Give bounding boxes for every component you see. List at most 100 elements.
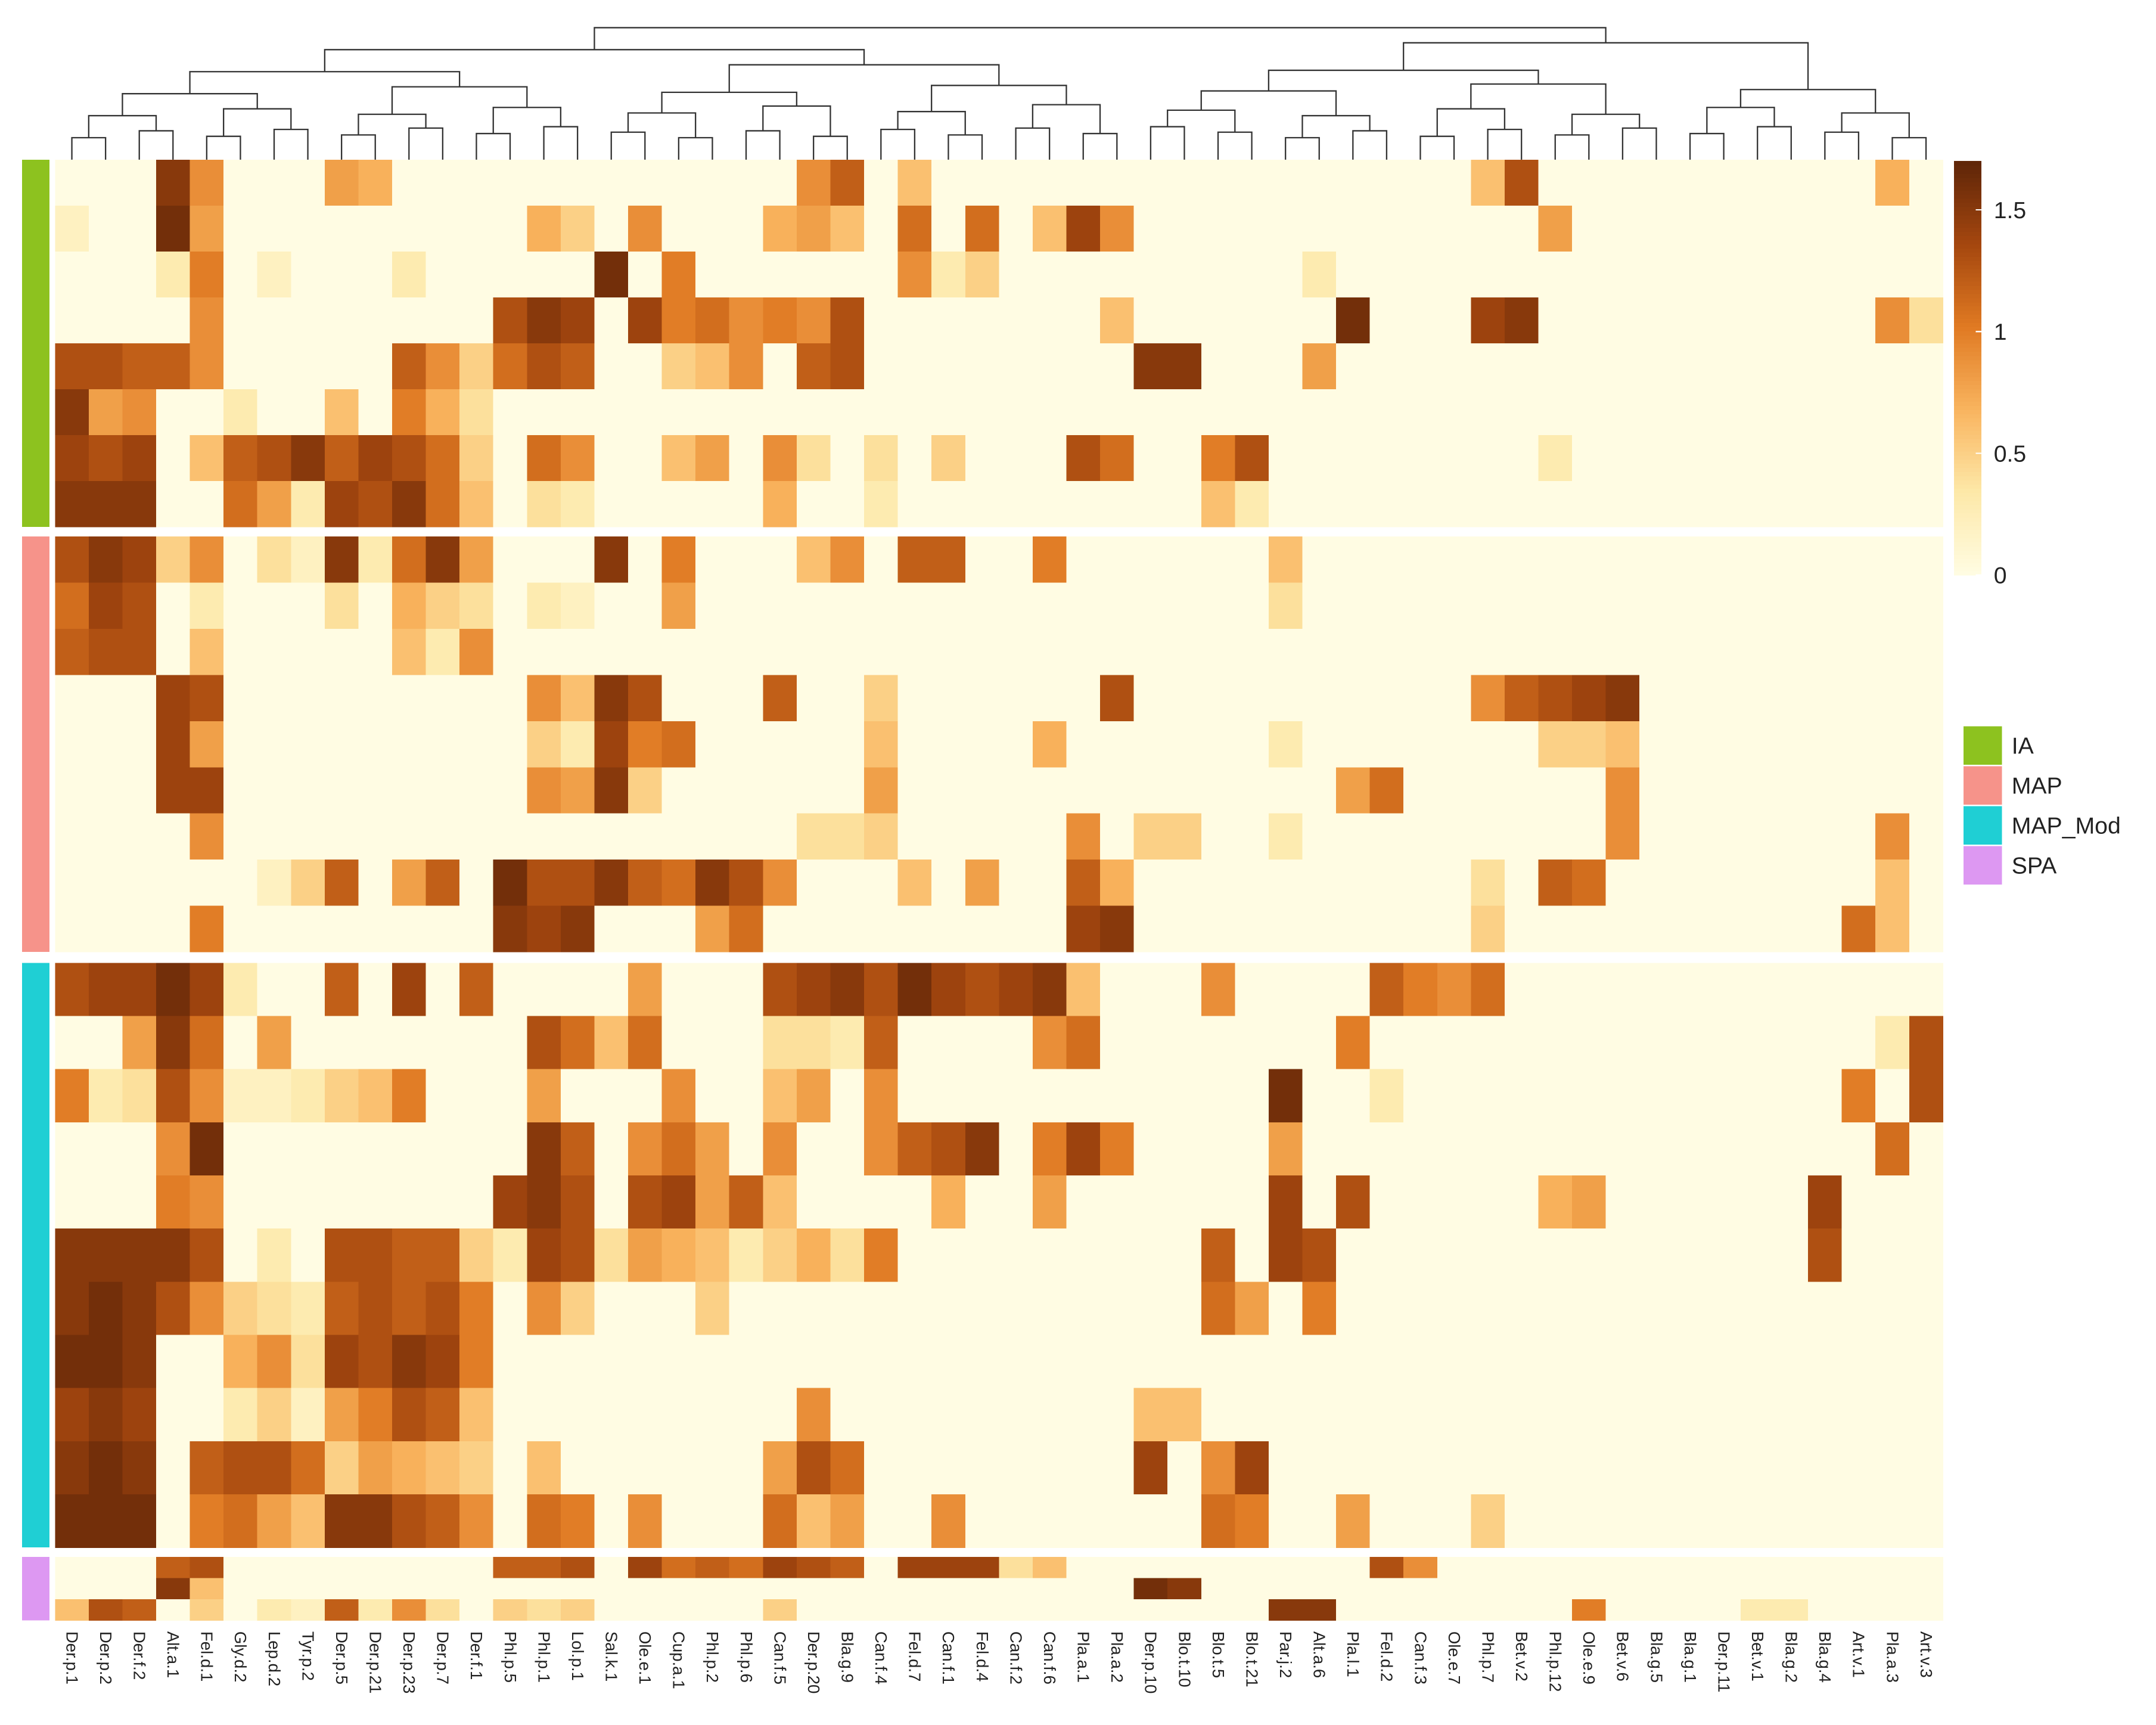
heat-cell	[425, 297, 460, 344]
heat-cell	[695, 1016, 730, 1070]
heat-cell	[931, 1228, 966, 1283]
heat-cell	[1605, 1016, 1640, 1070]
heat-cell	[1066, 1557, 1101, 1579]
heat-cell	[897, 1494, 932, 1548]
heat-cell	[291, 480, 325, 528]
heat-cell	[1841, 721, 1876, 768]
heat-cell	[291, 1388, 325, 1442]
dendrogram-branch	[931, 85, 1067, 112]
heat-cell	[1032, 721, 1067, 768]
heat-cell	[695, 860, 730, 907]
heat-cell	[88, 1122, 123, 1176]
heat-cell	[1808, 205, 1843, 252]
heat-cell	[1639, 435, 1674, 482]
heat-cell	[223, 1599, 258, 1621]
heat-cell	[1066, 860, 1101, 907]
heat-cell	[1167, 721, 1202, 768]
heat-cell	[1909, 582, 1944, 629]
heat-cell	[999, 1282, 1033, 1336]
heat-cell	[392, 1494, 427, 1548]
heat-cell	[1066, 1599, 1101, 1621]
heat-cell	[1605, 813, 1640, 860]
heat-cell	[1673, 582, 1708, 629]
colorbar-slice	[1953, 169, 1981, 174]
column-label: Bla.g.1	[1681, 1631, 1700, 1683]
heat-cell	[527, 297, 561, 344]
colorbar-slice	[1953, 161, 1981, 166]
heat-cell	[425, 205, 460, 252]
heat-cell	[1707, 1069, 1741, 1123]
heat-cell	[864, 1494, 899, 1548]
heat-cell	[594, 159, 629, 206]
heat-cell	[1774, 1175, 1809, 1229]
heat-cell	[1403, 905, 1438, 953]
heat-cell	[257, 1388, 291, 1442]
heat-cell	[324, 1578, 359, 1600]
heat-cell	[1841, 628, 1876, 676]
heat-cell	[291, 721, 325, 768]
heat-cell	[1841, 1441, 1876, 1495]
heat-cell	[1605, 721, 1640, 768]
heat-cell	[1639, 582, 1674, 629]
heat-cell	[358, 963, 393, 1017]
heat-cell	[1268, 435, 1303, 482]
column-label: Lep.d.2	[265, 1631, 284, 1686]
heat-cell	[1639, 813, 1674, 860]
heat-cell	[55, 251, 89, 298]
heat-cell	[594, 343, 629, 390]
heat-cell	[324, 721, 359, 768]
heat-cell	[1504, 628, 1539, 676]
heat-cell	[1066, 536, 1101, 584]
heat-cell	[257, 860, 291, 907]
heat-cell	[1707, 860, 1741, 907]
heat-cell	[1875, 343, 1910, 390]
heat-cell	[931, 536, 966, 584]
heat-cell	[830, 628, 865, 676]
heat-cell	[1841, 675, 1876, 722]
heat-cell	[1235, 860, 1269, 907]
heat-cell	[1201, 675, 1236, 722]
heat-cell	[661, 1175, 696, 1229]
heat-cell	[999, 767, 1033, 814]
heat-cell	[1639, 205, 1674, 252]
heat-cell	[156, 813, 191, 860]
heat-cell	[661, 1599, 696, 1621]
heat-cell	[1133, 963, 1168, 1017]
heat-cell	[122, 582, 157, 629]
colorbar-slice	[1953, 318, 1981, 324]
heat-cell	[729, 1016, 764, 1070]
heat-cell	[1369, 435, 1404, 482]
heat-cell	[493, 1494, 528, 1548]
heat-cell	[661, 1388, 696, 1442]
heat-cell	[594, 813, 629, 860]
heat-cell	[1167, 297, 1202, 344]
heat-cell	[1673, 1578, 1708, 1600]
heat-cell	[156, 1599, 191, 1621]
heat-cell	[88, 628, 123, 676]
heat-cell	[830, 159, 865, 206]
heat-cell	[122, 1599, 157, 1621]
heat-cell	[1201, 159, 1236, 206]
heat-cell	[1302, 435, 1337, 482]
heat-cell	[88, 1578, 123, 1600]
colorbar-slice	[1953, 314, 1981, 319]
heat-cell	[358, 389, 393, 436]
heat-cell	[1774, 905, 1809, 953]
heat-cell	[223, 159, 258, 206]
heat-cell	[695, 297, 730, 344]
heat-cell	[291, 675, 325, 722]
heat-cell	[156, 536, 191, 584]
heat-cell	[189, 251, 224, 298]
heat-cell	[425, 251, 460, 298]
heat-cell	[1707, 905, 1741, 953]
heat-cell	[796, 905, 831, 953]
heat-cell	[1066, 905, 1101, 953]
heat-cell	[1504, 205, 1539, 252]
heat-cell	[965, 205, 1000, 252]
heat-cell	[1841, 1578, 1876, 1600]
heat-cell	[1639, 1441, 1674, 1495]
heat-cell	[864, 905, 899, 953]
heat-cell	[88, 1016, 123, 1070]
heat-cell	[55, 1557, 89, 1579]
